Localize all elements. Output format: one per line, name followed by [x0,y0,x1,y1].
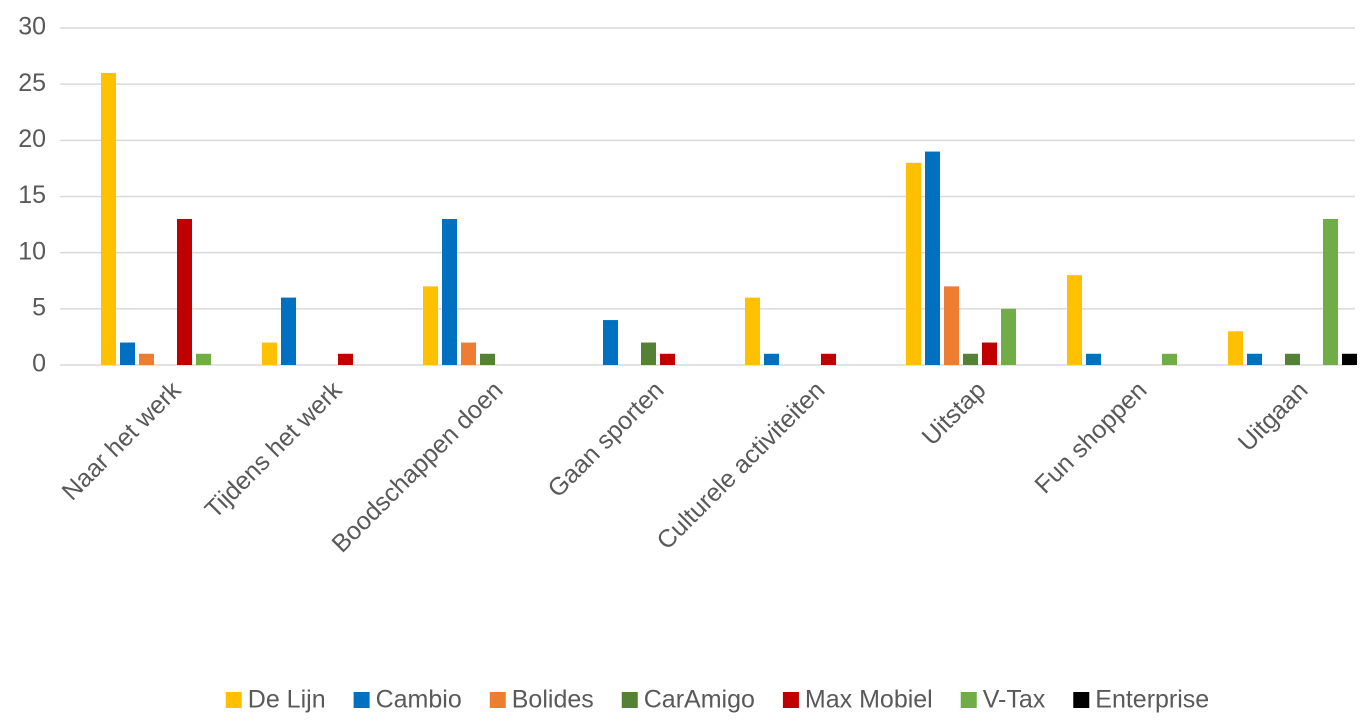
x-tick-label: Uitgaan [1233,376,1314,457]
y-tick-label: 25 [18,69,46,97]
bar [745,297,760,365]
legend: De Lijn Cambio Bolides CarAmigo Max Mobiel V-… [225,686,1209,714]
bar [925,151,940,365]
bar [338,353,353,365]
bar [196,353,211,365]
bar [764,353,779,365]
bar [139,353,154,365]
legend-swatch [960,692,977,708]
bar [423,286,438,365]
legend-label: Bolides [512,686,594,714]
bar [177,218,192,365]
bar [1001,308,1016,365]
y-tick-label: 10 [18,237,46,265]
bar [963,353,978,365]
legend-label: De Lijn [248,686,326,714]
legend-swatch [782,692,799,708]
y-tick-label: 20 [18,125,46,153]
legend-item: CarAmigo [621,686,755,714]
bar [660,353,675,365]
bar [1285,353,1300,365]
bar [262,342,277,365]
legend-label: V-Tax [983,686,1046,714]
legend-swatch [489,692,506,708]
bar [281,297,296,365]
legend-item: V-Tax [960,686,1046,714]
legend-item: Max Mobiel [782,686,933,714]
y-tick-label: 15 [18,181,46,209]
bar [1247,353,1262,365]
bar [1162,353,1177,365]
bar [641,342,656,365]
bar [461,342,476,365]
legend-label: Max Mobiel [805,686,933,714]
bar [1067,275,1082,365]
legend-item: Cambio [353,686,462,714]
legend-item: Bolides [489,686,594,714]
legend-swatch [1073,692,1090,708]
bar [480,353,495,365]
x-tick-label: Gaan sporten [542,376,669,503]
bar [1323,218,1338,365]
x-tick-label: Uitstap [917,376,992,451]
bar [906,162,921,365]
legend-swatch [621,692,638,708]
legend-swatch [225,692,242,708]
legend-label: Enterprise [1095,686,1209,714]
y-tick-label: 0 [32,350,46,378]
bar [442,218,457,365]
x-tick-label: Tijdens het werk [200,376,348,524]
y-tick-label: 30 [18,13,46,41]
x-tick-label: Culturele activiteiten [651,376,830,555]
bar [120,342,135,365]
bar [1086,353,1101,365]
bar [944,286,959,365]
bar [1228,331,1243,365]
legend-label: CarAmigo [644,686,755,714]
bar [821,353,836,365]
legend-label: Cambio [376,686,462,714]
bar [603,320,618,365]
bar [982,342,997,365]
bar [101,72,116,365]
x-tick-label: Boodschappen doen [326,376,508,558]
legend-swatch [353,692,370,708]
y-tick-label: 5 [32,293,46,321]
bar [1342,353,1357,365]
legend-item: De Lijn [225,686,326,714]
legend-item: Enterprise [1073,686,1209,714]
x-tick-label: Naar het werk [57,376,187,506]
x-tick-label: Fun shoppen [1029,376,1152,499]
